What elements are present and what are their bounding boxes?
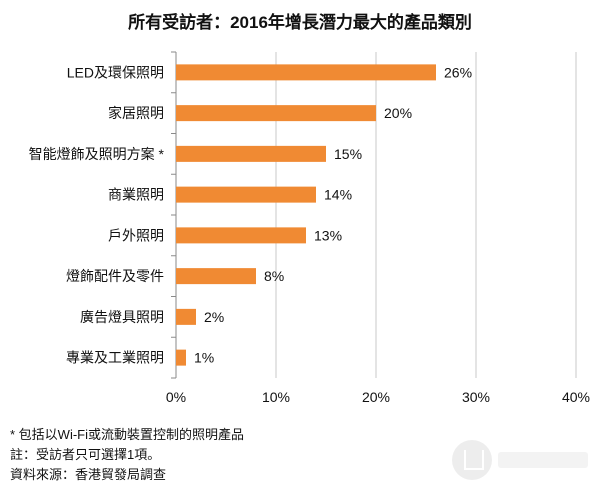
x-tick-label: 0% bbox=[166, 389, 186, 405]
bar bbox=[176, 105, 376, 122]
category-label: LED及環保照明 bbox=[67, 64, 164, 80]
chart-notes: * 包括以Wi-Fi或流動裝置控制的照明產品 註：受訪者只可選擇1項。 資料來源… bbox=[10, 425, 244, 485]
source: 資料來源：香港貿發局調查 bbox=[10, 467, 167, 482]
bar bbox=[176, 227, 306, 244]
category-label: 廣告燈具照明 bbox=[80, 309, 164, 325]
value-label: 8% bbox=[264, 268, 284, 284]
bar bbox=[176, 308, 196, 325]
category-label: 戶外照明 bbox=[108, 227, 164, 243]
footnote: * 包括以Wi-Fi或流動裝置控制的照明產品 bbox=[10, 427, 244, 442]
bar bbox=[176, 349, 186, 366]
bar bbox=[176, 186, 316, 203]
category-label: 家居照明 bbox=[108, 105, 164, 121]
value-label: 14% bbox=[324, 187, 352, 203]
x-tick-label: 30% bbox=[462, 389, 490, 405]
x-tick-label: 40% bbox=[562, 389, 590, 405]
watermark-logo-icon bbox=[452, 440, 492, 480]
note: 註：受訪者只可選擇1項。 bbox=[10, 447, 161, 462]
category-label: 燈飾配件及零件 bbox=[66, 268, 164, 284]
x-tick-label: 10% bbox=[262, 389, 290, 405]
value-label: 1% bbox=[194, 350, 214, 366]
value-label: 26% bbox=[444, 64, 472, 80]
category-label: 商業照明 bbox=[108, 187, 164, 203]
category-label: 智能燈飾及照明方案 * bbox=[29, 146, 165, 162]
value-label: 2% bbox=[204, 309, 224, 325]
chart-title: 所有受訪者：2016年增長潛力最大的產品類別 bbox=[128, 13, 472, 32]
value-label: 20% bbox=[384, 105, 412, 121]
bar bbox=[176, 145, 326, 162]
value-label: 13% bbox=[314, 227, 342, 243]
category-label: 專業及工業照明 bbox=[66, 350, 164, 366]
value-label: 15% bbox=[334, 146, 362, 162]
watermark-text-icon bbox=[498, 452, 588, 468]
x-tick-label: 20% bbox=[362, 389, 390, 405]
bar bbox=[176, 64, 436, 81]
bar bbox=[176, 268, 256, 285]
